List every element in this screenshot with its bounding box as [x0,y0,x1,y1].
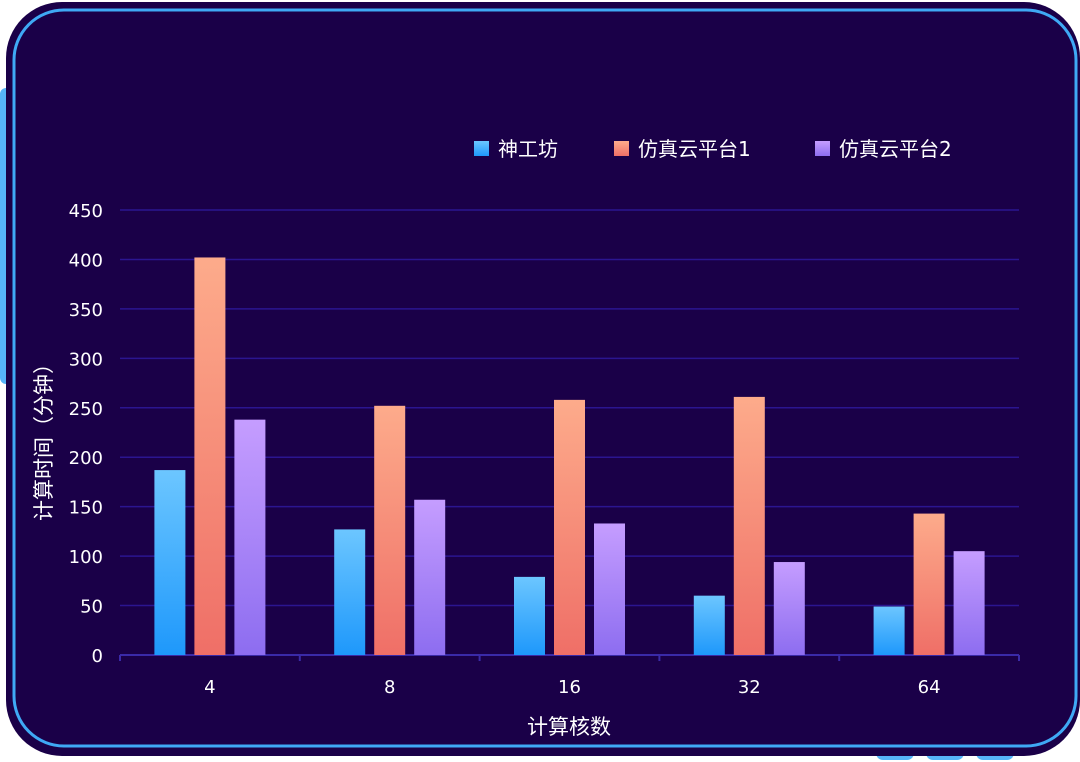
x-axis-label: 计算核数 [527,715,611,739]
bar[interactable] [234,419,266,655]
panel-border [12,8,1078,748]
x-tick-label: 64 [918,677,941,698]
legend-swatch [474,141,489,156]
bar[interactable] [374,405,406,655]
legend-swatch [614,141,629,156]
y-tick-label: 100 [69,547,103,568]
y-tick-label: 200 [69,448,103,469]
y-tick-label: 150 [69,498,103,519]
legend-label[interactable]: 仿真云平台1 [638,137,751,161]
bar[interactable] [773,562,805,655]
bar[interactable] [194,257,226,655]
bar[interactable] [514,576,545,655]
bar[interactable] [594,523,625,655]
legend: 神工坊 仿真云平台1 仿真云平台2 [474,137,952,161]
y-tick-label: 400 [69,250,103,271]
bar[interactable] [913,513,945,655]
x-tick-label: 32 [738,677,761,698]
bar[interactable] [554,399,585,655]
y-tick-label: 350 [69,300,103,321]
bar[interactable] [693,595,725,655]
bar[interactable] [953,551,985,655]
legend-swatch [815,141,830,156]
legend-label[interactable]: 神工坊 [498,137,558,161]
panel-frame [6,2,1080,756]
bar[interactable] [733,396,765,655]
y-tick-label: 250 [69,399,103,420]
y-axis-label: 计算时间（分钟） [32,353,56,521]
x-tick-label: 4 [204,677,215,698]
bar[interactable] [154,470,186,655]
y-tick-label: 300 [69,349,103,370]
y-axis-ticks: 0 50 100 150 200 250 300 350 400 450 [69,201,103,667]
x-tick-label: 8 [384,677,395,698]
bars [154,257,985,655]
bar[interactable] [334,529,366,655]
x-tick-label: 16 [558,677,581,698]
y-tick-label: 50 [80,597,103,618]
y-tick-label: 0 [92,646,103,667]
x-axis-ticks: 4 8 16 32 64 [204,677,940,698]
legend-label[interactable]: 仿真云平台2 [839,137,952,161]
bar[interactable] [873,606,905,655]
bar[interactable] [414,499,446,655]
y-tick-label: 450 [69,201,103,222]
